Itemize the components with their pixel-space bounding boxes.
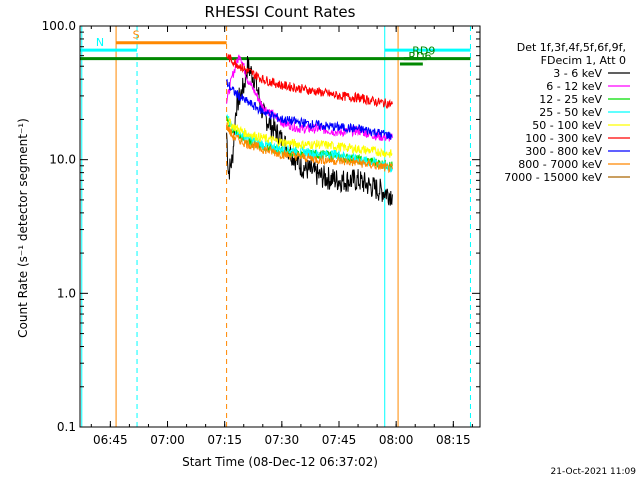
legend: Det 1f,3f,4f,5f,6f,9f,FDecim 1, Att 03 -… — [504, 41, 630, 184]
y-tick-label-2: 10.0 — [49, 153, 76, 167]
legend-label-7: 800 - 7000 keV — [518, 158, 602, 171]
x-tick-label-5: 08:00 — [379, 433, 414, 447]
series-line-7 — [226, 122, 393, 174]
x-axis-label: Start Time (08-Dec-12 06:37:02) — [182, 455, 378, 469]
series-line-3 — [226, 114, 393, 173]
y-tick-label-1: 1.0 — [57, 286, 76, 300]
x-tick-label-1: 07:00 — [150, 433, 185, 447]
legend-label-2: 12 - 25 keV — [539, 93, 602, 106]
annotation-label-5: RD9 — [412, 45, 435, 58]
legend-label-0: 3 - 6 keV — [553, 67, 602, 80]
legend-label-3: 25 - 50 keV — [539, 106, 602, 119]
chart-title: RHESSI Count Rates — [205, 3, 356, 21]
series-line-4 — [226, 118, 393, 158]
legend-label-5: 100 - 300 keV — [525, 132, 602, 145]
x-tick-label-4: 07:45 — [322, 433, 357, 447]
legend-header-1: FDecim 1, Att 0 — [541, 54, 626, 67]
x-tick-label-6: 08:15 — [436, 433, 471, 447]
series-line-6 — [226, 79, 393, 140]
footer-timestamp: 21-Oct-2021 11:09 — [551, 467, 637, 477]
series-line-5 — [226, 53, 393, 109]
annotation-label-0: S — [133, 29, 140, 42]
series-line-1 — [226, 54, 393, 142]
x-tick-label-2: 07:15 — [207, 433, 242, 447]
legend-label-6: 300 - 800 keV — [525, 145, 602, 158]
legend-label-8: 7000 - 15000 keV — [504, 171, 602, 184]
x-tick-label-3: 07:30 — [265, 433, 300, 447]
legend-header-0: Det 1f,3f,4f,5f,6f,9f, — [517, 41, 626, 54]
y-axis-label: Count Rate (s⁻¹ detector segment⁻¹) — [16, 118, 30, 338]
legend-label-1: 6 - 12 keV — [546, 80, 602, 93]
plot-frame — [79, 25, 481, 428]
x-tick-label-0: 06:45 — [93, 433, 128, 447]
y-tick-label-3: 100.0 — [42, 19, 76, 33]
series-line-0 — [226, 55, 393, 206]
y-tick-label-0: 0.1 — [57, 420, 76, 434]
legend-label-4: 50 - 100 keV — [532, 119, 602, 132]
annotation-label-1: N — [96, 36, 104, 49]
